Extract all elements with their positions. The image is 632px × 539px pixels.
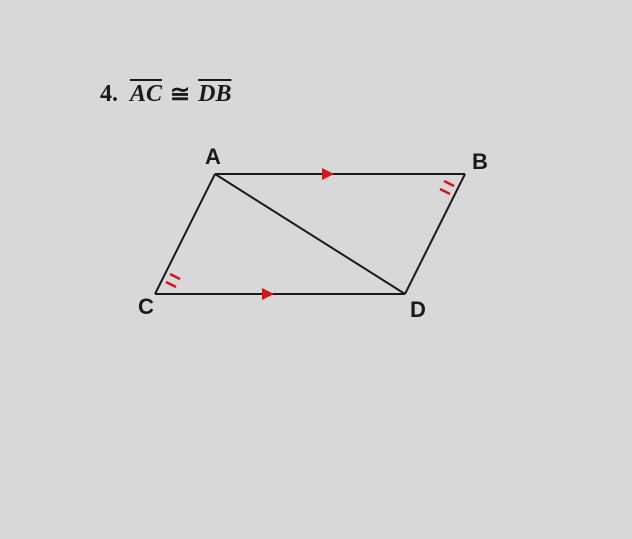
angle-mark-c2 <box>170 274 180 279</box>
angle-mark-b <box>444 181 454 186</box>
problem-content: 4. AC ≅ DB A B C D <box>100 80 520 354</box>
problem-number: 4. <box>100 81 118 108</box>
parallelogram-diagram: A B C D <box>120 139 520 349</box>
vertex-a-label: A <box>205 144 221 169</box>
vertex-c-label: C <box>138 294 154 319</box>
vertex-d-label: D <box>410 297 426 322</box>
congruent-symbol: ≅ <box>170 80 190 109</box>
angle-mark-c <box>166 282 176 287</box>
diagram-container: A B C D <box>120 139 520 354</box>
edge-ca <box>155 174 215 294</box>
diagonal-ad <box>215 174 405 294</box>
segment-ac: AC <box>130 81 162 108</box>
edge-bd <box>405 174 465 294</box>
problem-statement: 4. AC ≅ DB <box>100 80 520 109</box>
angle-mark-b2 <box>440 189 450 194</box>
parallel-mark-ab <box>322 168 334 180</box>
parallel-mark-cd <box>262 288 274 300</box>
vertex-b-label: B <box>472 149 488 174</box>
segment-db: DB <box>198 81 231 108</box>
